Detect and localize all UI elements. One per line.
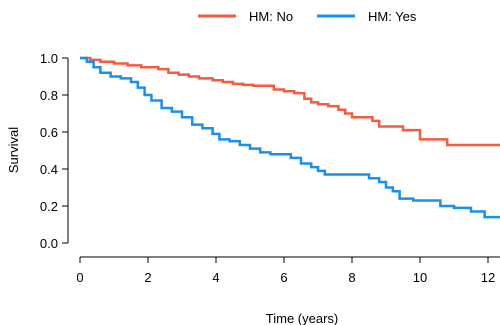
x-tick-label: 12 (481, 270, 495, 285)
series-line-hm-yes (80, 56, 500, 219)
x-axis: 0 2 4 6 8 10 12 (76, 256, 500, 285)
series-line-hm-no (80, 56, 500, 147)
x-tick-label: 6 (280, 270, 287, 285)
x-tick-label: 8 (348, 270, 355, 285)
x-tick-label: 0 (76, 270, 83, 285)
x-tick-label: 2 (144, 270, 151, 285)
legend-label-hm-yes: HM: Yes (368, 9, 417, 24)
x-tick-label: 10 (413, 270, 427, 285)
y-tick-label: 0.8 (40, 88, 58, 103)
legend-label-hm-no: HM: No (249, 9, 293, 24)
x-tick-label: 4 (212, 270, 219, 285)
x-axis-title: Time (years) (266, 311, 338, 325)
y-axis: 0.0 0.2 0.4 0.6 0.8 1.0 (40, 51, 69, 251)
legend: HM: No HM: Yes (198, 9, 417, 24)
series-layer (80, 56, 500, 219)
y-tick-label: 0.2 (40, 199, 58, 214)
y-axis-title: Survival (6, 127, 21, 173)
y-tick-label: 1.0 (40, 51, 58, 66)
y-tick-label: 0.4 (40, 162, 58, 177)
y-tick-label: 0.0 (40, 236, 58, 251)
y-tick-label: 0.6 (40, 125, 58, 140)
